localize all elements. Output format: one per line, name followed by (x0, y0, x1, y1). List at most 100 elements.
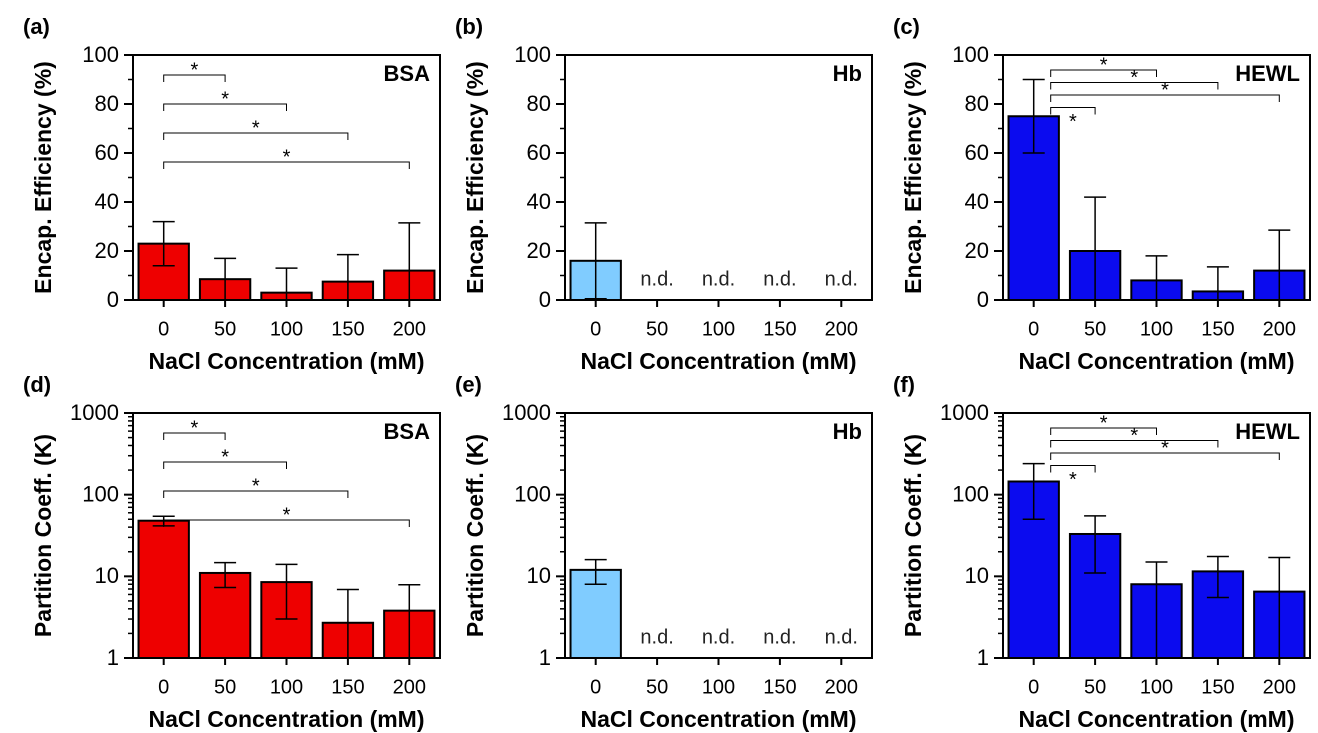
significance-bracket (163, 132, 349, 140)
y-tick-label: 60 (527, 140, 551, 165)
x-tick-label: 200 (1263, 676, 1296, 698)
value-label: n.d. (763, 626, 796, 648)
significance-label: * (191, 59, 199, 81)
x-tick-label: 200 (825, 676, 858, 698)
panel-label: (a) (23, 14, 50, 39)
y-tick-label: 20 (965, 238, 989, 263)
significance-bracket (163, 519, 410, 527)
significance-label: * (1161, 79, 1169, 101)
inset-label: Hb (833, 61, 862, 86)
significance-label: * (1130, 67, 1138, 89)
y-tick-label: 40 (95, 189, 119, 214)
y-tick-label: 100 (514, 42, 551, 67)
significance-bracket (1050, 452, 1280, 460)
significance-label: * (1100, 54, 1108, 76)
significance-bracket (1050, 107, 1096, 115)
plot-frame (564, 54, 873, 301)
y-tick-label: 60 (965, 140, 989, 165)
significance-bracket (1050, 82, 1219, 90)
x-tick-label: 50 (1084, 676, 1106, 698)
value-label: n.d. (763, 268, 796, 290)
x-axis-title: NaCl Concentration (mM) (1019, 348, 1295, 374)
x-tick-label: 0 (590, 676, 601, 698)
x-axis-title: NaCl Concentration (mM) (149, 706, 425, 732)
y-tick-label: 1000 (502, 400, 551, 425)
y-tick-label: 1 (107, 645, 119, 670)
significance-bracket (163, 161, 410, 169)
x-axis-title: NaCl Concentration (mM) (149, 348, 425, 374)
inset-label: Hb (833, 419, 862, 444)
significance-label: * (1100, 412, 1108, 434)
plot-frame (1002, 54, 1311, 301)
inset-label: HEWL (1235, 419, 1300, 444)
error-bar (1084, 515, 1107, 574)
x-tick-label: 50 (214, 318, 236, 340)
value-label: n.d. (702, 268, 735, 290)
x-tick-label: 50 (646, 676, 668, 698)
x-axis-title: NaCl Concentration (mM) (581, 348, 857, 374)
value-label: n.d. (825, 268, 858, 290)
y-tick-label: 0 (107, 287, 119, 312)
y-axis-title: Partition Coeff. (K) (30, 434, 56, 637)
y-tick-label: 60 (95, 140, 119, 165)
x-tick-label: 100 (1140, 318, 1173, 340)
x-tick-label: 50 (214, 676, 236, 698)
significance-label: * (221, 88, 229, 110)
x-tick-label: 150 (1201, 318, 1234, 340)
significance-label: * (1161, 437, 1169, 459)
y-tick-label: 1 (539, 645, 551, 670)
significance-bracket (163, 461, 287, 469)
panel-label: (d) (23, 372, 51, 397)
panel-label: (e) (455, 372, 482, 397)
x-tick-label: 100 (270, 318, 303, 340)
y-tick-label: 20 (527, 238, 551, 263)
error-bar (152, 220, 175, 267)
x-tick-label: 100 (1140, 676, 1173, 698)
y-tick-label: 10 (965, 563, 989, 588)
error-bar (275, 563, 298, 620)
y-tick-label: 100 (82, 481, 119, 506)
panel-label: (c) (893, 14, 920, 39)
x-axis-title: NaCl Concentration (mM) (581, 706, 857, 732)
x-tick-label: 50 (646, 318, 668, 340)
significance-bracket (1050, 94, 1280, 102)
y-tick-label: 1000 (70, 400, 119, 425)
y-axis-title: Partition Coeff. (K) (462, 434, 488, 637)
x-tick-label: 0 (590, 318, 601, 340)
significance-bracket (1050, 69, 1157, 77)
y-tick-label: 40 (527, 189, 551, 214)
value-label: n.d. (640, 268, 673, 290)
significance-label: * (1130, 425, 1138, 447)
x-tick-label: 0 (158, 318, 169, 340)
y-axis-title: Encap. Efficiency (%) (900, 61, 926, 294)
x-tick-label: 150 (331, 676, 364, 698)
significance-bracket (1050, 440, 1219, 448)
inset-label: HEWL (1235, 61, 1300, 86)
x-tick-label: 0 (158, 676, 169, 698)
error-bar (584, 222, 607, 300)
error-bar (1022, 462, 1045, 521)
significance-bracket (163, 490, 349, 498)
y-axis-title: Encap. Efficiency (%) (462, 61, 488, 294)
significance-label: * (1069, 469, 1077, 491)
value-label: n.d. (825, 626, 858, 648)
y-tick-label: 1000 (940, 400, 989, 425)
x-axis-title: NaCl Concentration (mM) (1019, 706, 1295, 732)
y-tick-label: 10 (527, 563, 551, 588)
significance-bracket (1050, 427, 1157, 435)
y-tick-label: 0 (977, 287, 989, 312)
error-bar (584, 558, 607, 585)
inset-label: BSA (384, 61, 431, 86)
error-bar (1206, 555, 1229, 599)
y-tick-label: 80 (527, 91, 551, 116)
y-tick-label: 100 (952, 42, 989, 67)
x-tick-label: 200 (393, 676, 426, 698)
plot-frame (132, 54, 441, 301)
significance-label: * (191, 417, 199, 439)
error-bar (214, 561, 237, 589)
x-tick-label: 150 (763, 318, 796, 340)
y-tick-label: 100 (952, 481, 989, 506)
panel-label: (f) (893, 372, 915, 397)
value-label: n.d. (640, 626, 673, 648)
